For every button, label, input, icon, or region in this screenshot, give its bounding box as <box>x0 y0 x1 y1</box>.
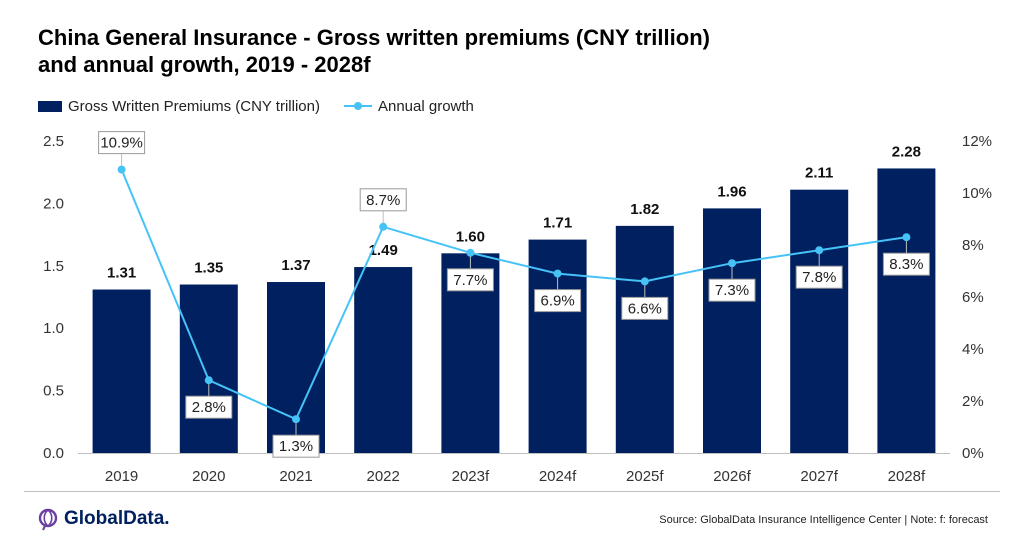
legend-bar-label: Gross Written Premiums (CNY trillion) <box>68 97 320 115</box>
y-left-tick-label: 2.0 <box>43 195 64 212</box>
growth-label-box <box>882 252 930 276</box>
growth-point <box>728 259 736 268</box>
x-tick-label: 2020 <box>192 468 225 485</box>
footer-divider <box>24 491 1000 492</box>
x-tick-label: 2024f <box>539 468 577 485</box>
growth-point <box>815 246 824 255</box>
growth-point <box>204 376 213 385</box>
x-tick-label: 2027f <box>800 468 838 485</box>
bar-value-label: 1.82 <box>630 201 659 218</box>
bar <box>354 267 413 453</box>
chart-title: China General Insurance - Gross written … <box>38 24 938 78</box>
growth-label-box <box>534 289 582 313</box>
bar-value-label: 1.96 <box>717 183 746 200</box>
legend-line-swatch <box>343 100 372 112</box>
bar <box>790 189 849 453</box>
legend-bar-swatch <box>38 100 62 112</box>
x-tick-label: 2026f <box>713 468 751 485</box>
growth-value-label: 7.8% <box>802 269 836 286</box>
bar-value-label: 1.35 <box>194 260 223 277</box>
y-right-tick-label: 12% <box>962 133 992 150</box>
legend-item-premiums: Gross Written Premiums (CNY trillion) <box>38 98 320 115</box>
growth-point <box>640 277 649 286</box>
bar <box>615 225 674 453</box>
growth-label-box <box>359 188 407 212</box>
bar <box>179 284 238 453</box>
y-right-tick-label: 8% <box>962 237 984 254</box>
x-tick-label: 2023f <box>452 468 490 485</box>
source-note: Source: GlobalData Insurance Intelligenc… <box>659 514 988 526</box>
growth-label-box <box>621 296 669 320</box>
growth-value-label: 7.3% <box>715 282 749 299</box>
y-right-tick-label: 2% <box>962 393 984 410</box>
growth-label-box <box>795 265 843 289</box>
x-tick-label: 2019 <box>105 468 138 485</box>
growth-point <box>902 233 911 242</box>
globaldata-logo-icon <box>38 508 58 531</box>
growth-value-label: 8.7% <box>366 192 400 209</box>
growth-value-label: 7.7% <box>453 272 487 289</box>
y-right-tick-label: 10% <box>962 185 992 202</box>
legend-line-label: Annual growth <box>377 97 474 115</box>
bar-value-label: 1.49 <box>369 242 398 259</box>
bar-value-label: 1.31 <box>107 265 136 282</box>
y-right-tick-label: 6% <box>962 289 984 306</box>
growth-label-box <box>98 131 146 155</box>
globaldata-logo: GlobalData. <box>36 507 170 531</box>
y-left-tick-label: 2.5 <box>43 133 64 150</box>
x-tick-label: 2022 <box>367 468 400 485</box>
y-left-tick-label: 0.5 <box>43 383 64 400</box>
y-left-tick-label: 0.0 <box>43 445 64 462</box>
bar <box>92 289 151 453</box>
x-tick-label: 2028f <box>888 468 926 485</box>
growth-point <box>117 165 126 174</box>
growth-label-box <box>446 268 494 292</box>
legend-item-growth: Annual growth <box>343 97 474 115</box>
growth-point <box>379 222 388 231</box>
y-right-tick-label: 4% <box>962 341 984 358</box>
bar <box>703 208 761 453</box>
chart-legend: Gross Written Premiums (CNY trillion) An… <box>38 96 498 116</box>
growth-value-label: 1.3% <box>279 438 313 455</box>
chart-title-line-1: China General Insurance - Gross written … <box>38 25 710 50</box>
y-left-tick-label: 1.0 <box>43 320 64 337</box>
growth-value-label: 8.3% <box>889 256 923 273</box>
chart-title-line-2: and annual growth, 2019 - 2028f <box>38 52 371 77</box>
growth-value-label: 2.8% <box>192 399 226 416</box>
growth-label-box <box>272 434 320 458</box>
x-tick-label: 2021 <box>279 468 312 485</box>
growth-line <box>120 169 907 421</box>
bar <box>877 168 936 453</box>
growth-label-box <box>185 395 233 419</box>
bar-value-label: 1.60 <box>456 228 485 245</box>
growth-value-label: 6.9% <box>540 293 574 310</box>
bar-value-label: 2.11 <box>805 165 833 182</box>
growth-value-label: 6.6% <box>628 300 662 317</box>
growth-value-label: 10.9% <box>100 135 143 152</box>
growth-point <box>553 269 562 278</box>
growth-point <box>292 415 300 424</box>
growth-label-box <box>708 278 756 302</box>
x-tick-label: 2025f <box>626 468 664 485</box>
y-right-tick-label: 0% <box>962 445 984 462</box>
bar-value-label: 2.28 <box>892 143 921 160</box>
bar-value-label: 1.71 <box>543 215 572 232</box>
y-left-tick-label: 1.5 <box>43 258 64 275</box>
bar-value-label: 1.37 <box>281 257 310 274</box>
logo-wordmark: GlobalData. <box>64 508 170 529</box>
growth-point <box>466 248 475 257</box>
